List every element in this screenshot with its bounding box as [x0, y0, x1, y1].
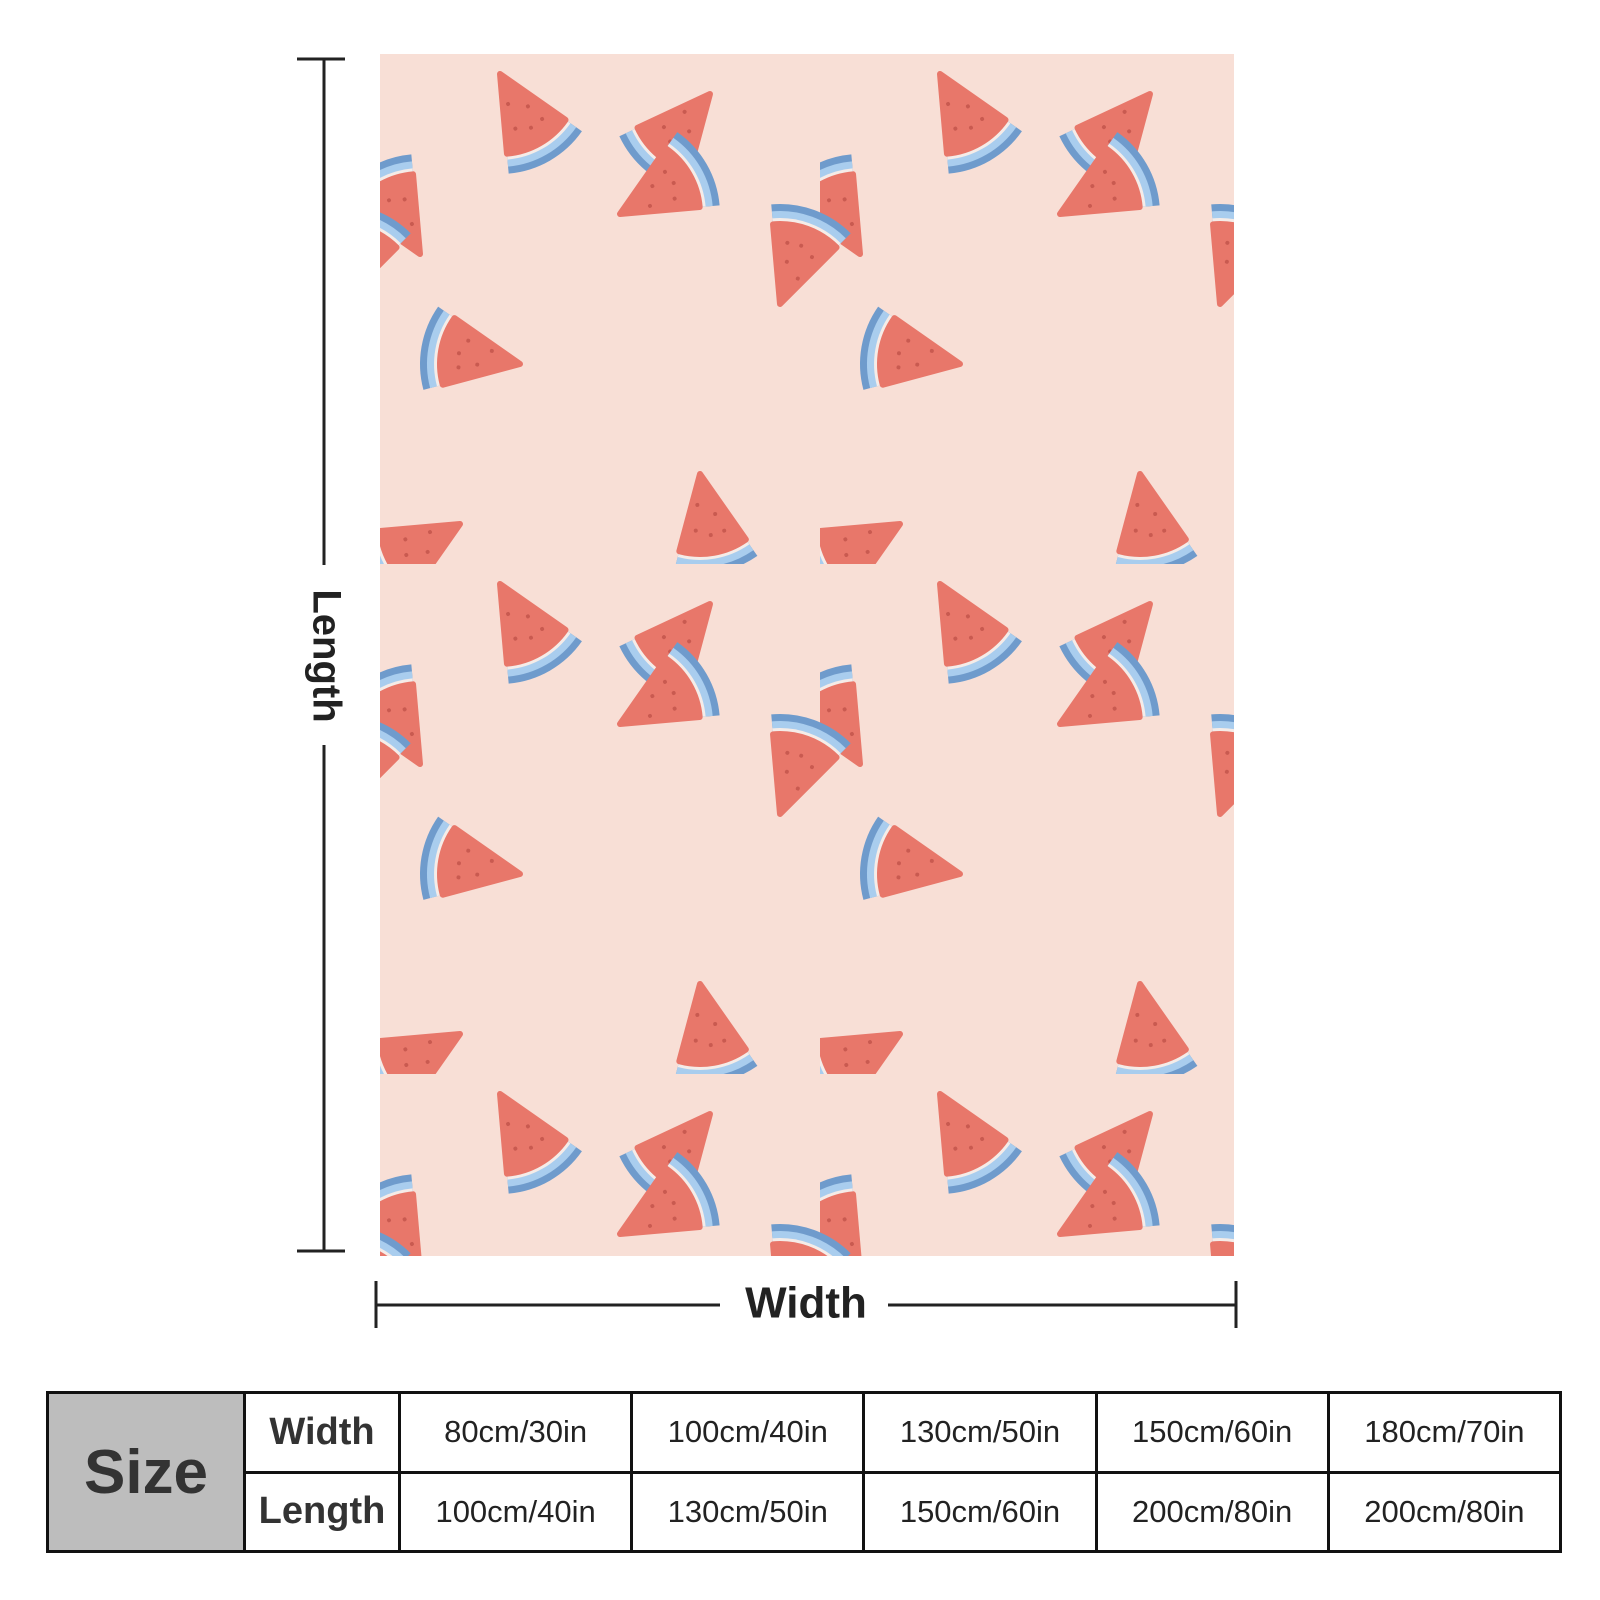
size-cell: 100cm/40in: [630, 1391, 866, 1474]
width-label: Width: [745, 1279, 867, 1328]
size-cell: 100cm/40in: [397, 1470, 634, 1553]
row-header: Length: [243, 1470, 401, 1553]
length-arrow: [297, 57, 345, 1253]
product-image: Length Width: [297, 54, 1238, 1328]
length-label: Length: [304, 589, 348, 722]
size-table: Size Width 80cm/30in 100cm/40in 130cm/50…: [46, 1391, 1563, 1553]
size-cell: 150cm/60in: [1094, 1391, 1330, 1474]
row-header: Width: [243, 1391, 401, 1474]
size-cell: 130cm/50in: [630, 1470, 866, 1553]
size-cell: 180cm/70in: [1326, 1391, 1563, 1474]
size-row: Size Width 80cm/30in 100cm/40in 130cm/50…: [46, 1391, 1563, 1553]
size-header: Size: [46, 1391, 246, 1553]
size-row: Length 100cm/40in 130cm/50in 150cm/60in …: [48, 1470, 1563, 1553]
size-cell: 200cm/80in: [1094, 1470, 1330, 1553]
width-arrow: [374, 1281, 1238, 1328]
size-cell: 200cm/80in: [1326, 1470, 1563, 1553]
size-cell: 150cm/60in: [862, 1470, 1098, 1553]
blanket-pattern: [380, 54, 1234, 1256]
size-cell: 80cm/30in: [397, 1391, 634, 1474]
size-cell: 130cm/50in: [862, 1391, 1098, 1474]
